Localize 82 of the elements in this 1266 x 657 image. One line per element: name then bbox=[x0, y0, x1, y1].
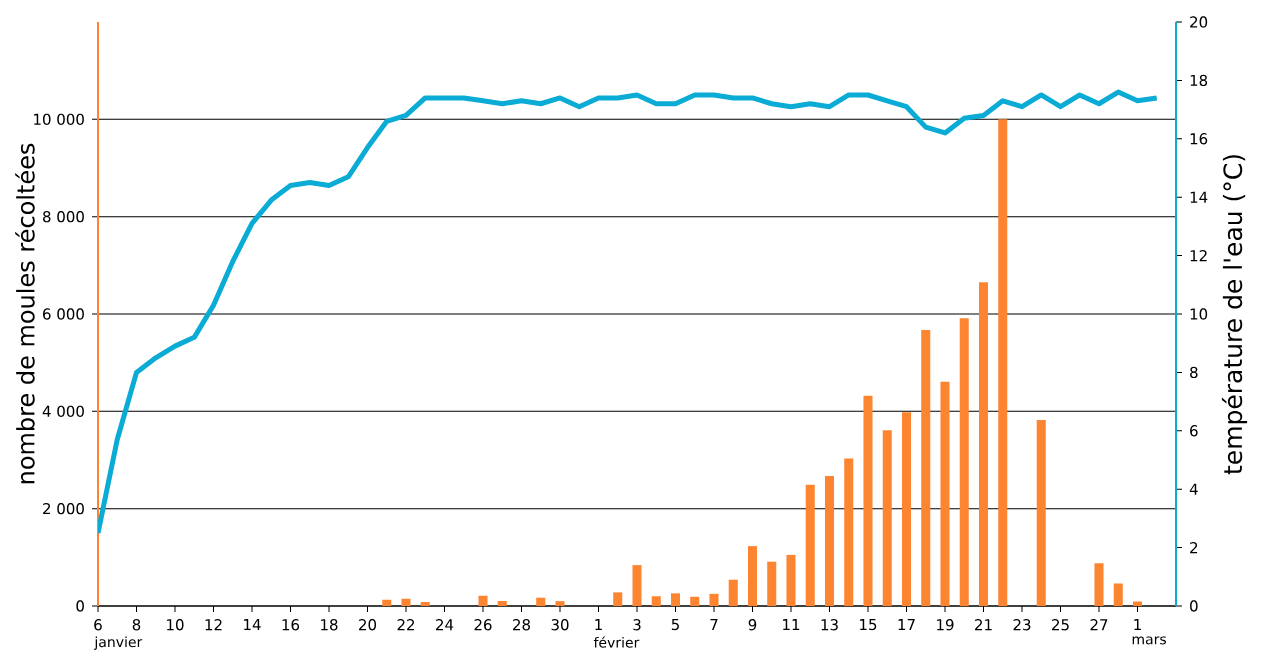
bar bbox=[478, 595, 488, 606]
x-tick-label: 25 bbox=[1052, 619, 1069, 631]
text: janvier bbox=[94, 636, 143, 650]
bar bbox=[613, 592, 623, 606]
x-tick-label: 20 bbox=[359, 619, 377, 631]
y-tick-label: 6 000 bbox=[43, 308, 84, 320]
bar bbox=[959, 318, 969, 606]
x-tick-label: 1 bbox=[1134, 619, 1141, 630]
x-tick-label: 17 bbox=[898, 619, 915, 630]
bar bbox=[536, 597, 546, 606]
bar bbox=[824, 476, 835, 606]
x-tick-label: 6 bbox=[94, 619, 102, 631]
x-tick-label: 5 bbox=[671, 619, 679, 631]
bar bbox=[651, 596, 661, 606]
bar bbox=[632, 565, 642, 606]
y-tick-label: 2 000 bbox=[43, 502, 84, 515]
x-tick-label: 18 bbox=[321, 619, 338, 631]
x-tick-label: 24 bbox=[436, 619, 454, 631]
y2-tick-label: 8 bbox=[1190, 366, 1198, 379]
bar bbox=[978, 282, 989, 606]
bar bbox=[1094, 563, 1104, 606]
bar bbox=[497, 601, 507, 606]
bar bbox=[882, 430, 892, 606]
bar bbox=[998, 119, 1008, 606]
y2-tick-label: 6 bbox=[1190, 425, 1198, 437]
x-tick-label: 23 bbox=[1013, 619, 1031, 631]
x-tick-label: 26 bbox=[474, 619, 492, 631]
bar bbox=[844, 458, 854, 606]
text: février bbox=[593, 636, 640, 648]
bar bbox=[382, 599, 392, 606]
bar bbox=[690, 596, 700, 606]
y-tick-label: 10 000 bbox=[34, 113, 84, 125]
y2-tick-label: 16 bbox=[1190, 133, 1208, 145]
x-tick-label: 12 bbox=[205, 619, 222, 631]
x-tick-label: 13 bbox=[821, 619, 838, 631]
bar bbox=[940, 381, 950, 606]
bar bbox=[805, 484, 815, 606]
x-tick-label: 28 bbox=[513, 619, 530, 631]
bar bbox=[901, 412, 912, 606]
x-tick-label: 14 bbox=[244, 619, 261, 630]
y-axis-title: nombre de moules récoltées bbox=[15, 143, 35, 484]
y2-tick-label: 14 bbox=[1190, 191, 1208, 203]
x-tick-label: 8 bbox=[132, 619, 141, 631]
bar bbox=[786, 554, 796, 606]
x-tick-label: 22 bbox=[397, 619, 415, 631]
y-tick-label: 0 bbox=[76, 600, 84, 612]
bar bbox=[1036, 420, 1046, 606]
bar bbox=[767, 561, 777, 606]
bar bbox=[1113, 583, 1123, 606]
bar bbox=[670, 593, 681, 606]
x-tick-label: 27 bbox=[1090, 619, 1108, 631]
y-tick-label: 4 000 bbox=[42, 405, 84, 417]
y2-tick-label: 0 bbox=[1190, 600, 1198, 612]
bar bbox=[863, 395, 873, 606]
bar bbox=[728, 579, 738, 606]
bar bbox=[1132, 601, 1143, 606]
x-tick-label: 21 bbox=[975, 619, 992, 631]
bar bbox=[555, 601, 565, 606]
y2-axis-title: température de l'eau (°C) bbox=[1221, 155, 1248, 475]
x-tick-label: 10 bbox=[167, 619, 184, 631]
text: mars bbox=[1132, 636, 1167, 645]
x-tick-label: 1 bbox=[595, 619, 602, 630]
x-tick-label: 30 bbox=[551, 619, 569, 631]
bar bbox=[420, 602, 430, 606]
bar bbox=[921, 330, 931, 606]
bar bbox=[709, 593, 719, 606]
y2-tick-label: 2 bbox=[1190, 542, 1198, 554]
x-tick-label: 7 bbox=[710, 619, 718, 630]
x-tick-label: 9 bbox=[748, 619, 757, 631]
x-tick-label: 16 bbox=[282, 619, 300, 631]
bar bbox=[401, 598, 411, 606]
bar bbox=[747, 546, 758, 606]
x-tick-label: 11 bbox=[783, 619, 800, 630]
y2-tick-label: 18 bbox=[1190, 74, 1208, 87]
y2-tick-label: 12 bbox=[1190, 250, 1207, 262]
y2-tick-label: 4 bbox=[1189, 483, 1198, 495]
x-tick-label: 19 bbox=[937, 619, 954, 631]
y-tick-label: 8 000 bbox=[43, 210, 84, 223]
x-tick-label: 3 bbox=[633, 619, 641, 631]
x-tick-label: 15 bbox=[860, 619, 877, 631]
y2-tick-label: 20 bbox=[1190, 16, 1208, 28]
y2-tick-label: 10 bbox=[1190, 308, 1208, 320]
